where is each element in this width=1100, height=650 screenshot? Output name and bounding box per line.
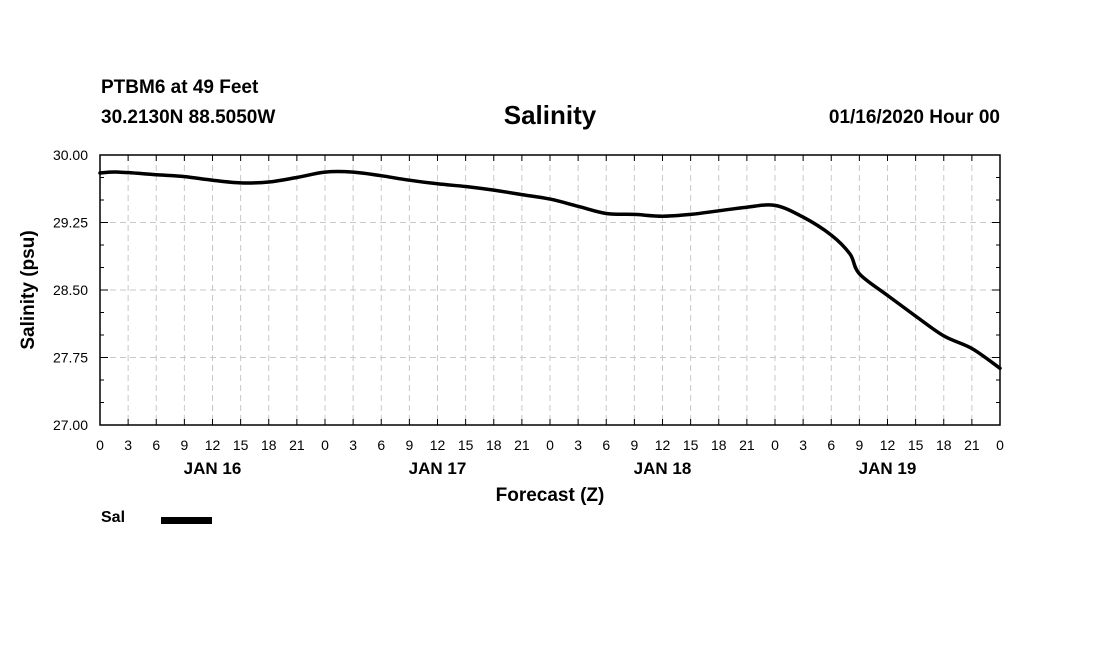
x-tick-label: 15 [458, 437, 474, 453]
x-tick-label: 21 [514, 437, 530, 453]
x-tick-label: 6 [827, 437, 835, 453]
y-tick-label: 28.50 [53, 282, 88, 298]
x-tick-label: 12 [655, 437, 671, 453]
x-tick-label: 18 [711, 437, 727, 453]
x-tick-label: 15 [683, 437, 699, 453]
x-tick-label: 3 [349, 437, 357, 453]
axes: 0 3 6 9 12 15 18 21 0 3 6 9 12 15 18 21 0 3 6 9 12 15 18 21 0 3 6 9… [53, 147, 1004, 478]
x-date-label: JAN 17 [409, 459, 467, 478]
y-tick-label: 29.25 [53, 215, 88, 231]
x-tick-label: 18 [936, 437, 952, 453]
salinity-series-line [98, 169, 1002, 371]
x-date-label: JAN 19 [859, 459, 917, 478]
x-axis-label: Forecast (Z) [496, 485, 605, 506]
x-tick-label: 9 [180, 437, 188, 453]
legend-swatch [161, 517, 212, 524]
station-label: PTBM6 at 49 Feet [101, 77, 259, 98]
x-tick-label: 18 [261, 437, 277, 453]
y-tick-label: 27.00 [53, 417, 88, 433]
x-tick-label: 21 [289, 437, 305, 453]
legend-label: Sal [101, 509, 126, 526]
x-tick-label: 12 [430, 437, 446, 453]
x-tick-label: 0 [996, 437, 1004, 453]
x-tick-label: 21 [739, 437, 755, 453]
y-tick-label: 27.75 [53, 350, 88, 366]
x-tick-label: 21 [964, 437, 980, 453]
x-tick-label: 9 [630, 437, 638, 453]
x-tick-label: 12 [880, 437, 896, 453]
issue-date: 01/16/2020 Hour 00 [828, 107, 1000, 128]
x-tick-label: 0 [546, 437, 554, 453]
x-tick-label: 3 [124, 437, 132, 453]
x-tick-label: 12 [205, 437, 221, 453]
x-tick-label: 0 [771, 437, 779, 453]
x-tick-label: 15 [908, 437, 924, 453]
x-tick-label: 0 [96, 437, 104, 453]
x-tick-label: 3 [574, 437, 582, 453]
grid-lines [100, 155, 1000, 425]
x-tick-label: 6 [152, 437, 160, 453]
x-tick-label: 9 [405, 437, 413, 453]
x-tick-label: 3 [799, 437, 807, 453]
x-tick-label: 18 [486, 437, 502, 453]
x-tick-label: 0 [321, 437, 329, 453]
x-date-label: JAN 18 [634, 459, 692, 478]
chart-title: Salinity [503, 100, 597, 130]
x-tick-label: 6 [602, 437, 610, 453]
x-tick-label: 15 [233, 437, 249, 453]
station-coordinates: 30.2130N 88.5050W [101, 107, 276, 128]
y-tick-label: 30.00 [53, 147, 88, 163]
x-date-label: JAN 16 [184, 459, 242, 478]
y-axis-label: Salinity (psu) [18, 230, 39, 349]
x-tick-label: 9 [855, 437, 863, 453]
x-tick-label: 6 [377, 437, 385, 453]
